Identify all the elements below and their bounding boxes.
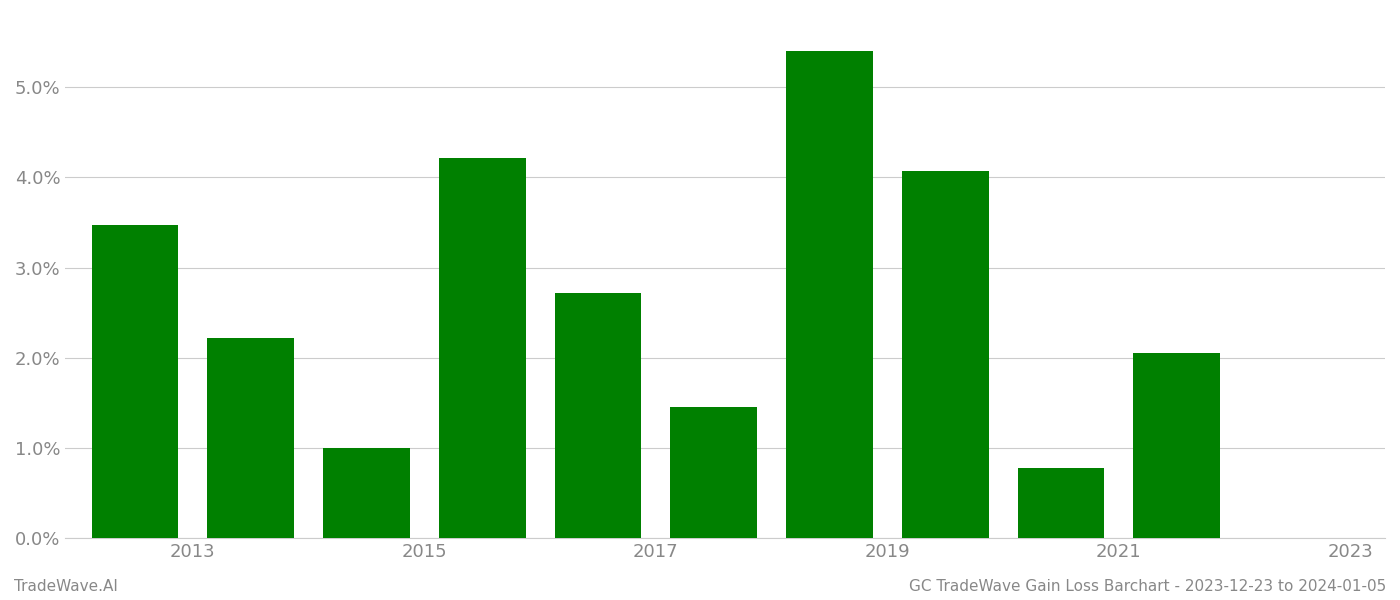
Bar: [554, 293, 641, 538]
Bar: [902, 171, 988, 538]
Bar: [1133, 353, 1219, 538]
Bar: [91, 225, 178, 538]
Bar: [323, 448, 410, 538]
Bar: [207, 338, 294, 538]
Bar: [671, 407, 757, 538]
Bar: [438, 158, 525, 538]
Bar: [785, 51, 872, 538]
Text: GC TradeWave Gain Loss Barchart - 2023-12-23 to 2024-01-05: GC TradeWave Gain Loss Barchart - 2023-1…: [909, 579, 1386, 594]
Bar: [1018, 468, 1105, 538]
Text: TradeWave.AI: TradeWave.AI: [14, 579, 118, 594]
